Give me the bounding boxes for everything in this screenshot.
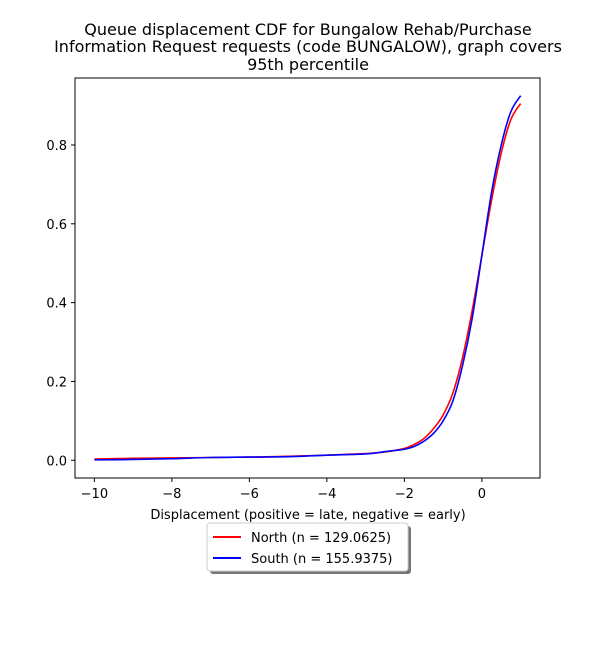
x-tick-label: 0 bbox=[478, 487, 486, 502]
chart-title-line-1: Queue displacement CDF for Bungalow Reha… bbox=[84, 20, 531, 39]
legend-label-south: South (n = 155.9375) bbox=[251, 552, 392, 567]
x-tick-label: −8 bbox=[162, 487, 181, 502]
y-axis-ticks: 0.0 0.2 0.4 0.6 0.8 bbox=[46, 139, 75, 469]
y-tick-label: 0.2 bbox=[46, 375, 67, 390]
x-tick-label: −2 bbox=[395, 487, 414, 502]
series-line-north bbox=[94, 103, 522, 460]
series-lines bbox=[94, 95, 522, 461]
x-axis-ticks: −10 −8 −6 −4 −2 0 bbox=[81, 478, 486, 502]
y-tick-label: 0.4 bbox=[46, 297, 67, 312]
y-tick-label: 0.8 bbox=[46, 139, 67, 154]
x-tick-label: −4 bbox=[317, 487, 336, 502]
legend: North (n = 129.0625) South (n = 155.9375… bbox=[206, 522, 411, 574]
chart-title-line-2: Information Request requests (code BUNGA… bbox=[54, 37, 562, 56]
x-tick-label: −10 bbox=[81, 487, 108, 502]
legend-label-north: North (n = 129.0625) bbox=[251, 531, 391, 546]
x-axis-label: Displacement (positive = late, negative … bbox=[150, 508, 465, 523]
chart-title-line-3: 95th percentile bbox=[247, 55, 369, 74]
plot-area-frame bbox=[74, 77, 541, 479]
legend-box bbox=[206, 522, 409, 572]
y-tick-label: 0.0 bbox=[46, 454, 67, 469]
y-tick-label: 0.6 bbox=[46, 218, 67, 233]
x-tick-label: −6 bbox=[240, 487, 259, 502]
series-line-south bbox=[94, 95, 522, 461]
